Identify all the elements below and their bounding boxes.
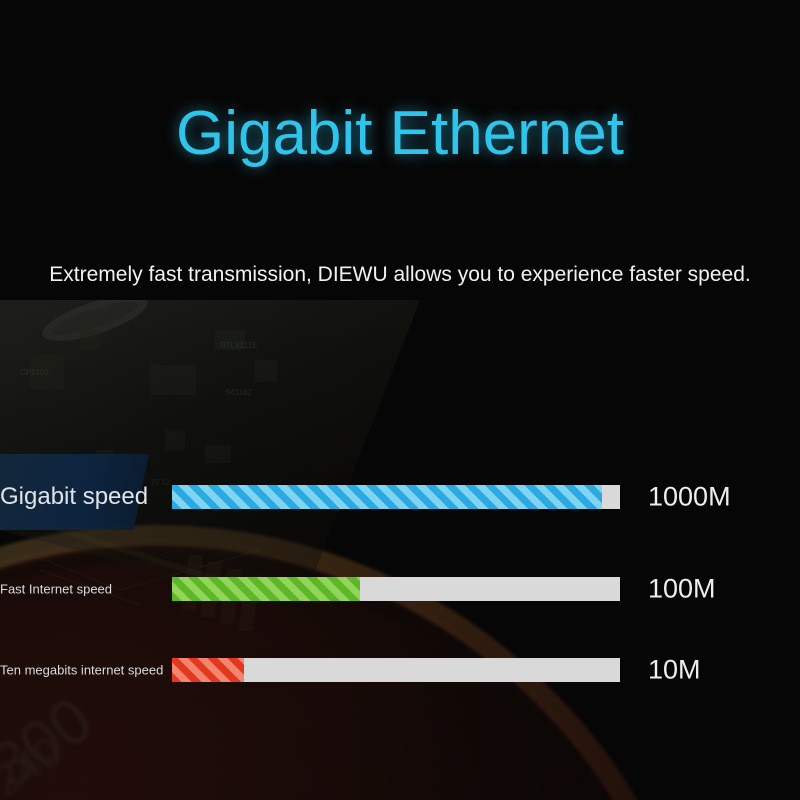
svg-text:S41162: S41162	[225, 388, 253, 397]
svg-text:300: 300	[0, 684, 105, 800]
svg-text:CP2102: CP2102	[20, 368, 49, 377]
svg-text:240: 240	[0, 727, 70, 800]
svg-text:RTL8211E: RTL8211E	[220, 341, 258, 350]
